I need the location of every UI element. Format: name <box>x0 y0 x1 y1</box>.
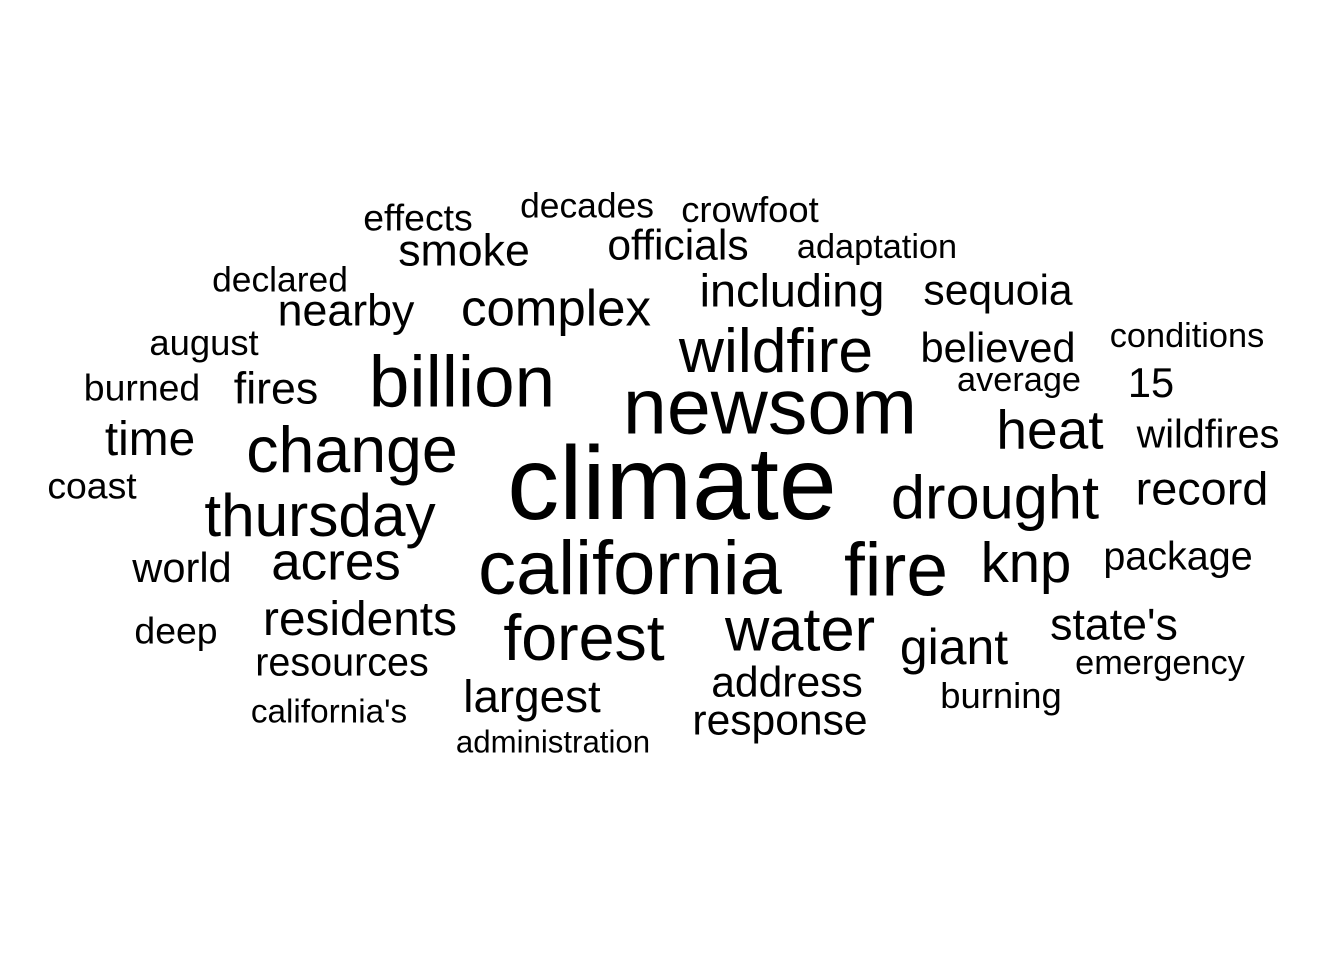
word-world: world <box>132 544 232 592</box>
word-nearby: nearby <box>277 286 415 336</box>
word-water: water <box>724 595 876 665</box>
word-newsom: newsom <box>622 361 918 451</box>
word-change: change <box>246 413 458 486</box>
word-drought: drought <box>890 463 1100 533</box>
word-burning: burning <box>940 674 1062 716</box>
word-adaptation: adaptation <box>796 227 958 266</box>
word-deep: deep <box>134 609 218 652</box>
word-residents: residents <box>263 593 457 647</box>
word-california-s: california's <box>250 693 408 731</box>
word-acres: acres <box>271 532 401 592</box>
word-sequoia: sequoia <box>923 266 1073 315</box>
word-15: 15 <box>1127 359 1175 407</box>
word-average: average <box>957 360 1081 399</box>
word-wildfires: wildfires <box>1136 412 1280 457</box>
word-including: including <box>699 264 885 317</box>
word-emergency: emergency <box>1075 643 1245 682</box>
word-billion: billion <box>368 341 556 423</box>
word-conditions: conditions <box>1109 316 1265 355</box>
word-fires: fires <box>233 364 319 414</box>
word-crowfoot: crowfoot <box>681 188 819 230</box>
word-resources: resources <box>255 640 429 685</box>
word-believed: believed <box>920 324 1076 372</box>
word-largest: largest <box>463 671 601 723</box>
word-august: august <box>149 321 259 363</box>
word-climate: climate <box>507 426 837 542</box>
word-package: package <box>1103 534 1253 579</box>
word-decades: decades <box>520 185 654 226</box>
word-smoke: smoke <box>398 226 530 276</box>
word-complex: complex <box>461 279 651 337</box>
word-thursday: thursday <box>204 480 436 549</box>
word-fire: fire <box>843 527 949 612</box>
word-officials: officials <box>607 221 749 270</box>
word-record: record <box>1135 462 1269 515</box>
word-address: address <box>711 658 863 707</box>
word-state-s: state's <box>1050 600 1178 650</box>
word-forest: forest <box>503 601 665 674</box>
word-heat: heat <box>996 398 1104 461</box>
word-declared: declared <box>212 259 348 300</box>
word-coast: coast <box>47 464 137 507</box>
word-knp: knp <box>980 530 1072 594</box>
word-giant: giant <box>899 619 1009 676</box>
word-wildfire: wildfire <box>678 316 874 386</box>
word-burned: burned <box>83 366 201 409</box>
word-administration: administration <box>455 724 651 760</box>
word-response: response <box>692 696 868 745</box>
word-effects: effects <box>363 196 473 239</box>
word-time: time <box>104 413 196 467</box>
word-california: california <box>478 526 782 612</box>
